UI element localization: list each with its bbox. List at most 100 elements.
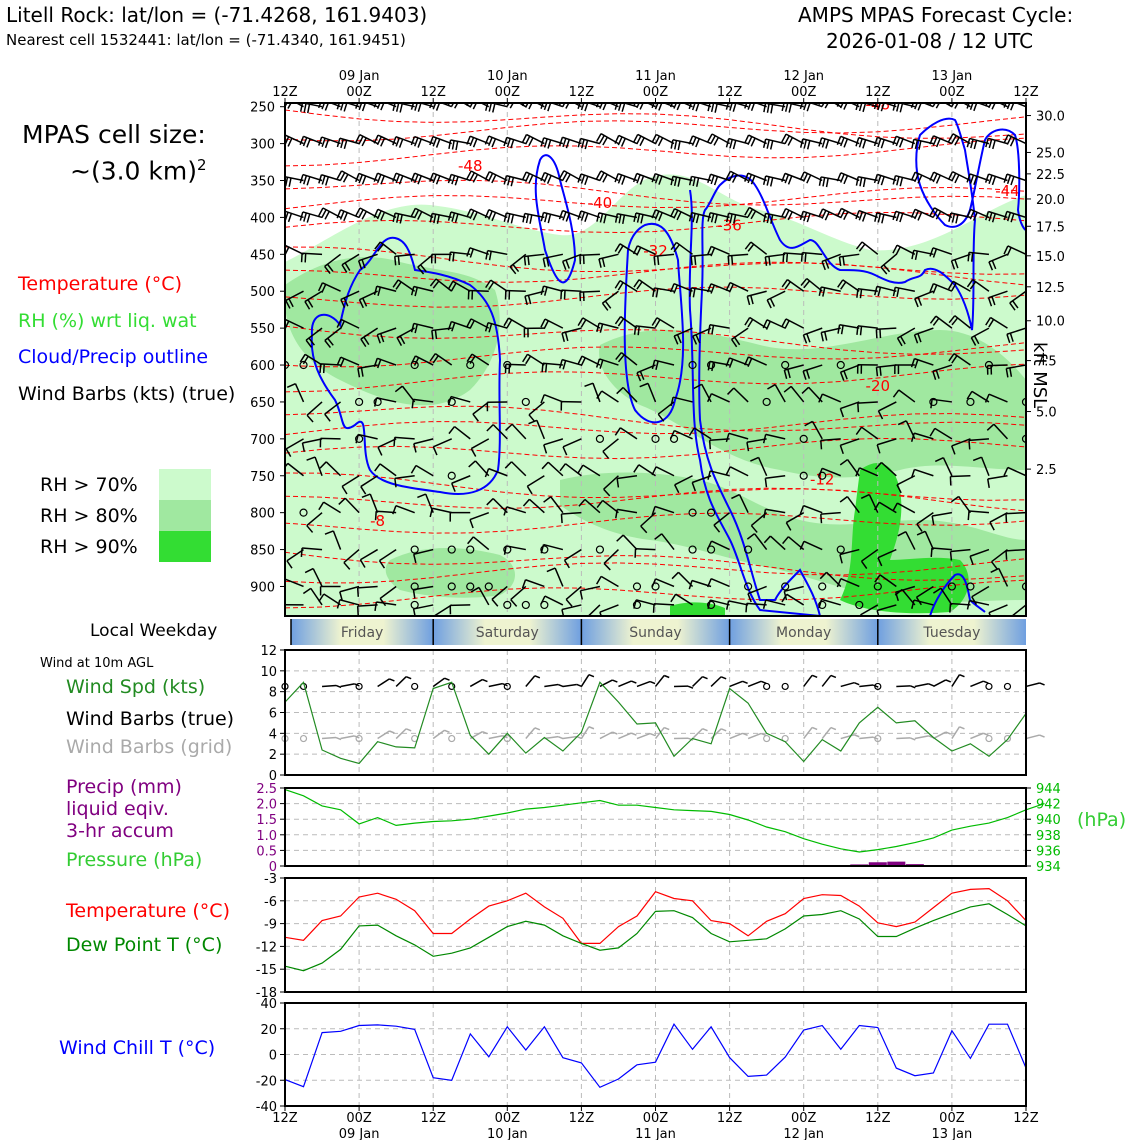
wind-barb-flag [763, 535, 771, 544]
wind-barb-flag [616, 478, 620, 488]
rh80-region [599, 329, 1026, 478]
wind-barb-shaft [413, 398, 434, 403]
wind-barb-flag [288, 177, 292, 187]
panel-ytick-label: -12 [256, 940, 277, 955]
wind-barb-flag [990, 567, 1000, 574]
wind-barb-shaft [784, 585, 804, 593]
wind-barb-shaft [991, 548, 1008, 563]
wind-barb-flag [558, 359, 563, 369]
calm-wind-circle [744, 545, 753, 554]
wind-barb-flag [359, 559, 366, 568]
temperature-contour [285, 405, 1026, 432]
wind-barb-flag [603, 488, 611, 497]
wind-barb-shaft [617, 508, 638, 514]
wind-barb-flag [509, 103, 515, 109]
wind-barb-flag [599, 103, 604, 109]
wind-barb-flag [710, 175, 715, 185]
calm-wind-circle [595, 434, 605, 443]
wind-barb-shaft [285, 290, 304, 302]
wind-barb-flag [929, 283, 935, 293]
wind-barb-flag [766, 176, 770, 186]
wind-barb-flag [392, 136, 397, 146]
wind-barb-flag [562, 211, 567, 221]
station-title: Litell Rock: lat/lon = (-71.4268, 161.94… [6, 3, 428, 27]
wind-barb-flag [466, 170, 472, 180]
wind-barb-flag [766, 103, 770, 113]
temperature-contour [285, 261, 1026, 283]
wind-barb-flag [676, 211, 682, 221]
wind-barb-flag [731, 255, 734, 265]
wind-barb-flag [621, 175, 626, 185]
wind-barb-flag [417, 138, 422, 148]
surface-wind-barb-flag [910, 685, 916, 689]
wind-barb-flag [420, 264, 427, 273]
wind-barb-flag [820, 332, 824, 342]
wind-barb-shaft [550, 496, 564, 514]
wind-barb-flag [803, 103, 807, 111]
grid-wind-barb [654, 727, 665, 740]
pressure-ytick-label: 936 [1036, 844, 1061, 859]
wind-barb-shaft [294, 383, 305, 403]
wind-barb-flag [951, 213, 956, 223]
wind-barb-flag [824, 211, 830, 221]
wind-barb-flag [706, 283, 712, 293]
wind-barb-flag [358, 209, 364, 218]
wind-barb-shaft [607, 103, 619, 108]
wind-barb-shaft [711, 392, 730, 403]
wind-barb-flag [710, 247, 716, 257]
wind-barb-flag [873, 174, 879, 184]
wind-barb-flag [651, 360, 656, 370]
calm-wind-circle [521, 397, 530, 407]
wind-barb-flag [547, 214, 552, 224]
wind-barb-flag [911, 599, 915, 609]
surface-wind-barb-calm [503, 682, 511, 691]
surface-wind-barb-flag [389, 678, 395, 682]
wind-barb-flag [930, 399, 933, 409]
wind-barb-shaft [563, 170, 582, 182]
wind-barb-flag [688, 176, 693, 186]
wind-barb-flag [855, 241, 863, 250]
wind-barb-flag [417, 103, 422, 112]
wind-barb-flag [522, 213, 526, 223]
wind-barb-flag [451, 140, 455, 150]
wind-barb-flag [727, 255, 730, 265]
wind-barb-flag [543, 444, 548, 454]
wind-barb-flag [487, 172, 494, 182]
wind-barb-shaft [878, 401, 897, 412]
wind-barb-flag [818, 599, 823, 609]
wind-barb-flag [744, 172, 749, 182]
wind-barb-flag [577, 355, 583, 365]
pressure-line [284, 789, 1045, 853]
wind-barb-flag [969, 555, 974, 565]
wind-barb-flag [467, 536, 474, 545]
wind-barb-shaft [962, 103, 971, 108]
top-time-tick-label: 12Z [420, 85, 446, 100]
wind-barb-flag [540, 318, 546, 328]
wind-barb-flag [984, 103, 988, 107]
wind-barb-flag [948, 353, 955, 362]
wind-barb-flag [488, 103, 493, 112]
calm-wind-circle [299, 508, 308, 517]
wind-barb-flag [432, 355, 439, 364]
wind-barb-flag [484, 209, 490, 219]
wind-barb-shaft [302, 438, 323, 444]
wind-barbs-grid-label: Wind Barbs (grid) [66, 736, 233, 758]
wind-barb-shaft [987, 475, 1008, 480]
wind-barb-flag [267, 262, 271, 270]
wind-barb-flag [856, 325, 859, 335]
grid-wind-barb [599, 731, 613, 740]
wind-barb-shaft [434, 604, 453, 616]
wind-barb-shaft [674, 208, 693, 219]
wind-barb-flag [343, 562, 351, 570]
wind-barb-shaft [323, 501, 341, 514]
wind-barb-flag [655, 288, 659, 298]
wind-barb-shaft [321, 136, 341, 145]
wind-barb-flag [547, 139, 552, 149]
wind-barb-flag [357, 260, 363, 270]
wind-barb-flag [321, 284, 327, 293]
wind-barb-flag [818, 208, 824, 218]
wind-barb-flag [601, 302, 609, 311]
wind-barb-flag [929, 171, 935, 181]
surface-wind-barb-flag [557, 683, 564, 688]
wind-barb-flag [784, 103, 789, 112]
